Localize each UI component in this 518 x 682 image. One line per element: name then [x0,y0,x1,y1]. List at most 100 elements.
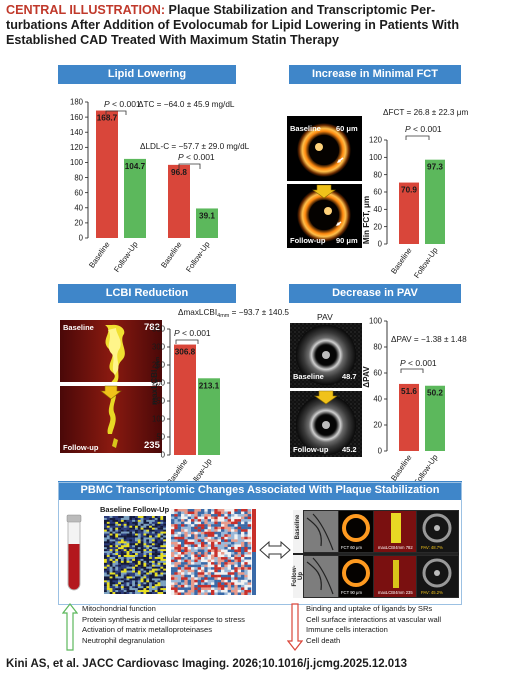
heatmap-main-cell [149,516,153,519]
heatmap-main-cell [157,590,161,593]
heatmap-main-cell [160,560,164,563]
heatmap-detail-cell [201,516,205,520]
heatmap-detail-cell [211,554,215,558]
heatmap-main-cell [129,572,133,575]
heatmap-detail-cell [221,582,225,586]
heatmap-main-cell [123,533,127,536]
heatmap-main-cell [143,533,147,536]
heatmap-detail-cell [244,589,248,593]
heatmap-main-cell [160,556,164,560]
heatmap-main-cell [132,564,136,567]
heatmap-main-cell [163,525,166,528]
heatmap-main-cell [149,517,153,521]
heatmap-main-cell [151,582,155,585]
heatmap-detail-cell [201,582,205,586]
heatmap-main-cell [160,592,164,594]
heatmap-detail-cell [234,536,238,540]
heatmap-detail-cell [234,592,238,595]
heatmap-main-cell [140,588,144,591]
heatmap-detail-cell [184,516,188,520]
heatmap-detail-cell [224,539,228,543]
heatmap-main-cell [140,539,144,542]
lcbi-y-tick-label: 350 [152,325,166,334]
heatmap-main-cell [163,555,166,558]
heatmap-main-cell [112,582,116,585]
heatmap-detail-cell [227,582,232,586]
heatmap-detail-cell [237,557,242,560]
heatmap-main-cell [135,586,139,589]
heatmap-detail-cell [201,534,205,538]
heatmap-main-cell [163,558,166,562]
heatmap-main-cell [149,562,153,565]
heatmap-detail-cell [234,584,238,588]
heatmap-main-cell [146,523,150,526]
heatmap-detail-cell [211,519,215,522]
heatmap-main-cell [129,539,133,542]
heatmap-detail-cell [241,567,245,570]
heatmap-detail-cell [204,514,208,517]
heatmap-detail-cell [217,541,222,545]
heatmap-main-cell [151,539,155,542]
heatmap-detail-cell [177,531,182,535]
heatmap-main-cell [160,541,164,544]
heatmap-detail-cell [181,536,185,540]
heatmap-detail-cell [184,546,188,550]
heatmap-main-cell [115,553,119,556]
heatmap-detail-cell [207,546,212,550]
heatmap-main-cell [104,560,108,563]
title-line-2: turbations After Addition of Evolocumab … [6,18,460,32]
heatmap-main-cell [112,555,116,558]
heatmap-detail-cell [224,549,228,553]
lcbi-delta-suffix: = −93.7 ± 140.5 [229,308,289,317]
heatmap-main-cell [157,517,161,521]
heatmap-main-cell [123,517,127,521]
heatmap-detail-cell [217,536,222,540]
heatmap-main-cell [157,516,161,519]
heatmap-detail-cell [174,589,178,593]
heatmap-main-cell [137,551,141,554]
heatmap-detail-cell [224,529,228,532]
heatmap-main-cell [118,558,122,562]
heatmap-detail-cell [227,531,232,535]
heatmap-main-cell [120,541,124,544]
heatmap-detail-cell [187,564,192,568]
heatmap-detail-cell [231,559,235,563]
heatmap-detail-cell [247,564,252,568]
heatmap-detail-cell [174,536,178,540]
heatmap-detail-cell [231,549,235,553]
pbmc-imaging-montage: Baseline Follow-Up FCT 60 μm maxLCBI4mm … [292,510,459,598]
heatmap-detail-cell [217,592,222,595]
heatmap-main-cell [151,592,155,594]
lcbi-baseline-value: 782 [144,322,160,333]
heatmap-main-cell [106,523,110,526]
heatmap-main-cell [140,578,144,581]
heatmap-main-cell [146,588,150,591]
heatmap-detail-cell [214,557,218,560]
heatmap-main-cell [129,533,133,536]
heatmap-main-cell [104,543,108,546]
heatmap-main-cell [118,580,122,583]
pav-x-label-0: Baseline [389,453,414,483]
heatmap-detail-cell [191,582,195,586]
heatmap-detail-cell [244,536,248,540]
heatmap-detail-cell [247,529,252,532]
heatmap-detail-cell [227,574,232,578]
heatmap-detail-cell [177,574,182,578]
heatmap-detail-cell [237,531,242,535]
svg-text:P < 0.001: P < 0.001 [405,124,442,134]
heatmap-detail-cell [201,569,205,573]
heatmap-main-cell [151,523,155,526]
heatmap-main-cell [157,566,161,569]
heatmap-detail-cell [214,587,218,591]
heatmap-main-cell [149,525,153,528]
heatmap-main-cell [146,564,150,567]
heatmap-detail-cell [191,567,195,570]
heatmap-main-cell [115,547,119,550]
heatmap-detail-cell [191,564,195,568]
heatmap-main-cell [146,525,150,528]
heatmap-main-cell [123,537,127,540]
heatmap-main-cell [118,533,122,536]
heatmap-detail-cell [171,579,175,583]
heatmap-main-cell [115,590,119,593]
